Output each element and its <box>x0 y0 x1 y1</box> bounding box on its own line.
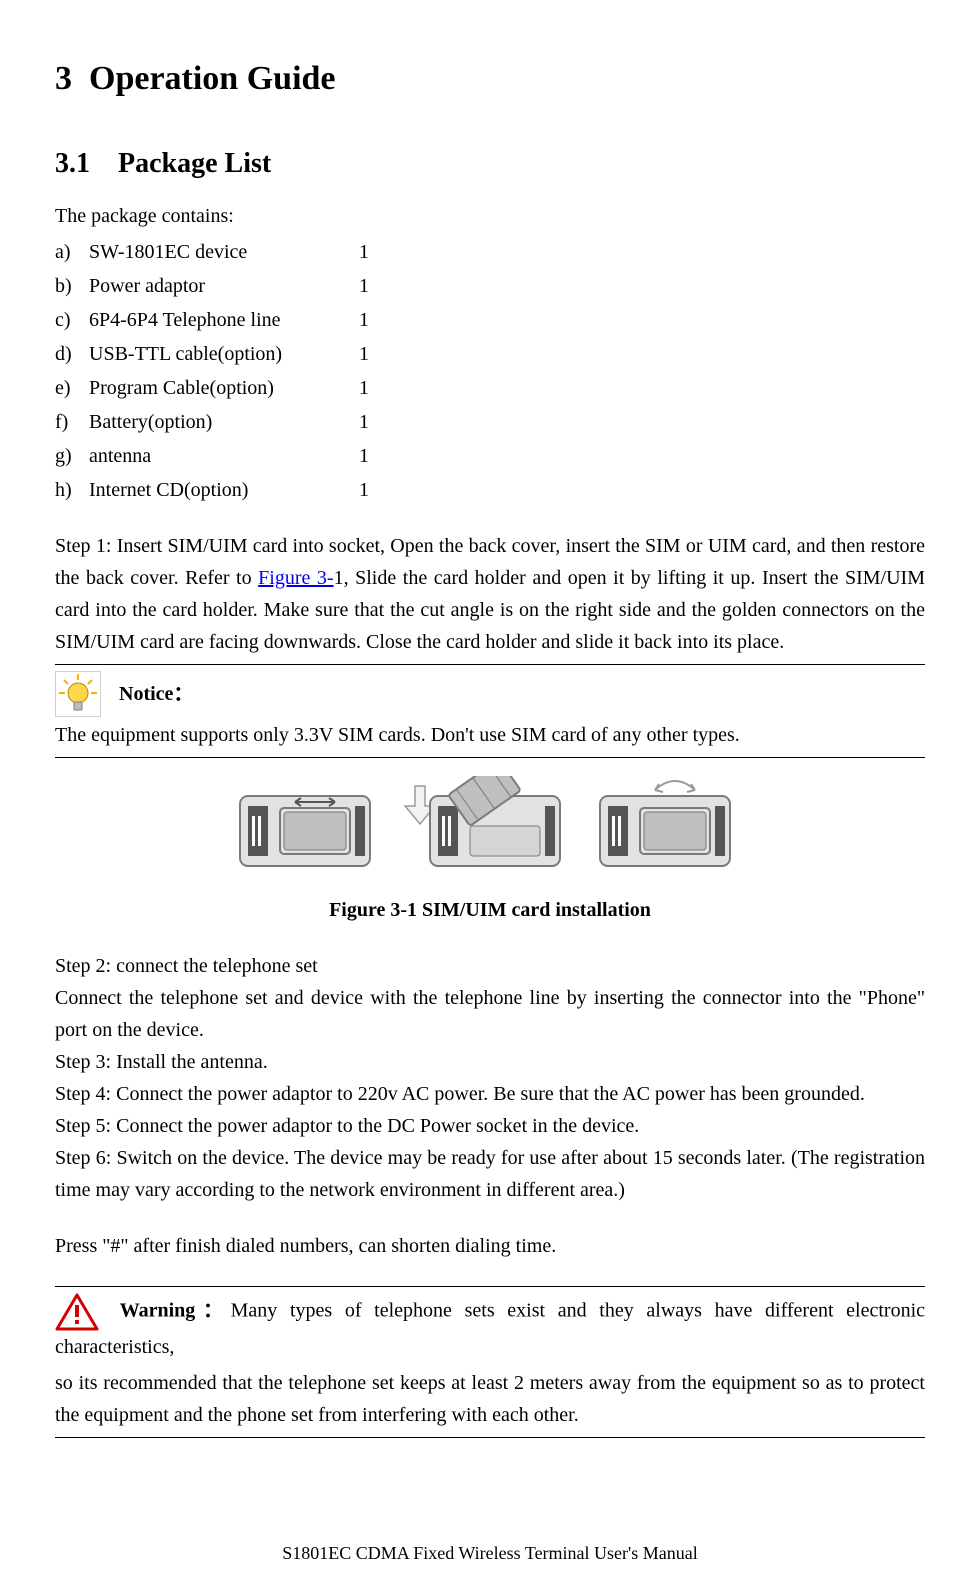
item-name: 6P4-6P4 Telephone line <box>89 304 359 336</box>
chapter-title: Operation Guide <box>89 60 336 97</box>
item-label: g) <box>55 440 89 472</box>
list-item: h) Internet CD(option) 1 <box>55 474 925 506</box>
list-item: c) 6P4-6P4 Telephone line 1 <box>55 304 925 336</box>
item-name: Internet CD(option) <box>89 474 359 506</box>
divider <box>55 1437 925 1438</box>
list-item: a) SW-1801EC device 1 <box>55 236 925 268</box>
figure-caption: Figure 3-1 SIM/UIM card installation <box>55 894 925 926</box>
sim-installation-diagram-icon <box>230 776 750 886</box>
step-6: Step 6: Switch on the device. The device… <box>55 1142 925 1206</box>
item-name: antenna <box>89 440 359 472</box>
step-4: Step 4: Connect the power adaptor to 220… <box>55 1078 925 1110</box>
warning-rest: so its recommended that the telephone se… <box>55 1367 925 1431</box>
steps-block: Step 2: connect the telephone set Connec… <box>55 950 925 1206</box>
item-name: Program Cable(option) <box>89 372 359 404</box>
item-qty: 1 <box>359 236 369 268</box>
document-page: 3 Operation Guide 3.1 Package List The p… <box>0 0 980 1582</box>
item-label: a) <box>55 236 89 268</box>
section-title: Package List <box>118 148 271 179</box>
list-item: f) Battery(option) 1 <box>55 406 925 438</box>
item-qty: 1 <box>359 270 369 302</box>
section-number: 3.1 <box>55 148 90 179</box>
notice-label: Notice： <box>119 678 193 710</box>
step-5: Step 5: Connect the power adaptor to the… <box>55 1110 925 1142</box>
item-qty: 1 <box>359 372 369 404</box>
warning-label: Warning： <box>120 1300 231 1322</box>
notice-text: The equipment supports only 3.3V SIM car… <box>55 719 925 751</box>
item-name: USB-TTL cable(option) <box>89 338 359 370</box>
item-qty: 1 <box>359 474 369 506</box>
item-qty: 1 <box>359 406 369 438</box>
figure-link[interactable]: Figure 3- <box>258 567 333 589</box>
item-name: Battery(option) <box>89 406 359 438</box>
item-qty: 1 <box>359 440 369 472</box>
step-2-title: Step 2: connect the telephone set <box>55 950 925 982</box>
package-intro: The package contains: <box>55 200 925 232</box>
step-2-text: Connect the telephone set and device wit… <box>55 982 925 1046</box>
press-hash-line: Press "#" after finish dialed numbers, c… <box>55 1230 925 1262</box>
item-name: Power adaptor <box>89 270 359 302</box>
step-1-paragraph: Step 1: Insert SIM/UIM card into socket,… <box>55 530 925 658</box>
lightbulb-icon <box>55 671 101 717</box>
list-item: e) Program Cable(option) 1 <box>55 372 925 404</box>
item-label: f) <box>55 406 89 438</box>
section-heading: 3.1 Package List <box>55 148 925 180</box>
item-qty: 1 <box>359 304 369 336</box>
warning-triangle-icon <box>55 1293 99 1331</box>
item-label: e) <box>55 372 89 404</box>
list-item: g) antenna 1 <box>55 440 925 472</box>
item-label: b) <box>55 270 89 302</box>
figure-3-1 <box>55 776 925 886</box>
item-label: d) <box>55 338 89 370</box>
warning-block: Warning：Many types of telephone sets exi… <box>55 1293 925 1431</box>
chapter-number: 3 <box>55 60 72 97</box>
item-qty: 1 <box>359 338 369 370</box>
item-name: SW-1801EC device <box>89 236 359 268</box>
divider <box>55 1286 925 1287</box>
list-item: d) USB-TTL cable(option) 1 <box>55 338 925 370</box>
divider <box>55 757 925 758</box>
package-list: a) SW-1801EC device 1 b) Power adaptor 1… <box>55 236 925 506</box>
list-item: b) Power adaptor 1 <box>55 270 925 302</box>
notice-block: Notice： <box>55 671 925 717</box>
body: The package contains: a) SW-1801EC devic… <box>55 200 925 1438</box>
item-label: h) <box>55 474 89 506</box>
item-label: c) <box>55 304 89 336</box>
divider <box>55 664 925 665</box>
page-footer: S1801EC CDMA Fixed Wireless Terminal Use… <box>0 1543 980 1564</box>
chapter-heading: 3 Operation Guide <box>55 60 925 98</box>
step-3: Step 3: Install the antenna. <box>55 1046 925 1078</box>
